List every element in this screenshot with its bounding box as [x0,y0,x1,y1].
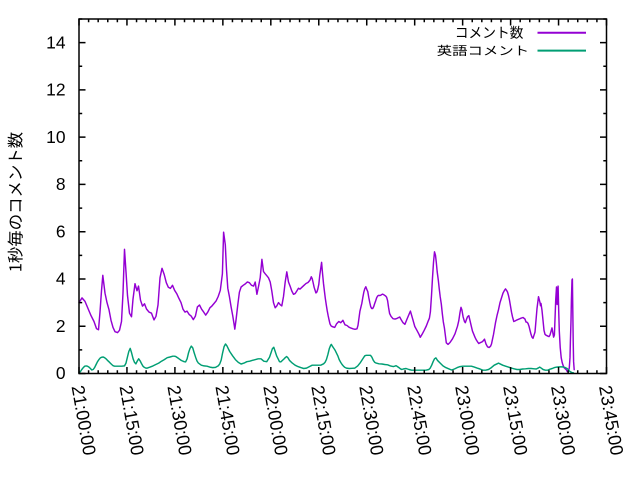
svg-text:0: 0 [56,363,66,383]
svg-text:2: 2 [56,316,66,336]
svg-text:4: 4 [56,269,66,289]
svg-text:6: 6 [56,221,66,241]
svg-text:10: 10 [46,127,65,147]
svg-text:12: 12 [46,80,65,100]
svg-text:8: 8 [56,174,66,194]
svg-text:14: 14 [46,32,66,52]
